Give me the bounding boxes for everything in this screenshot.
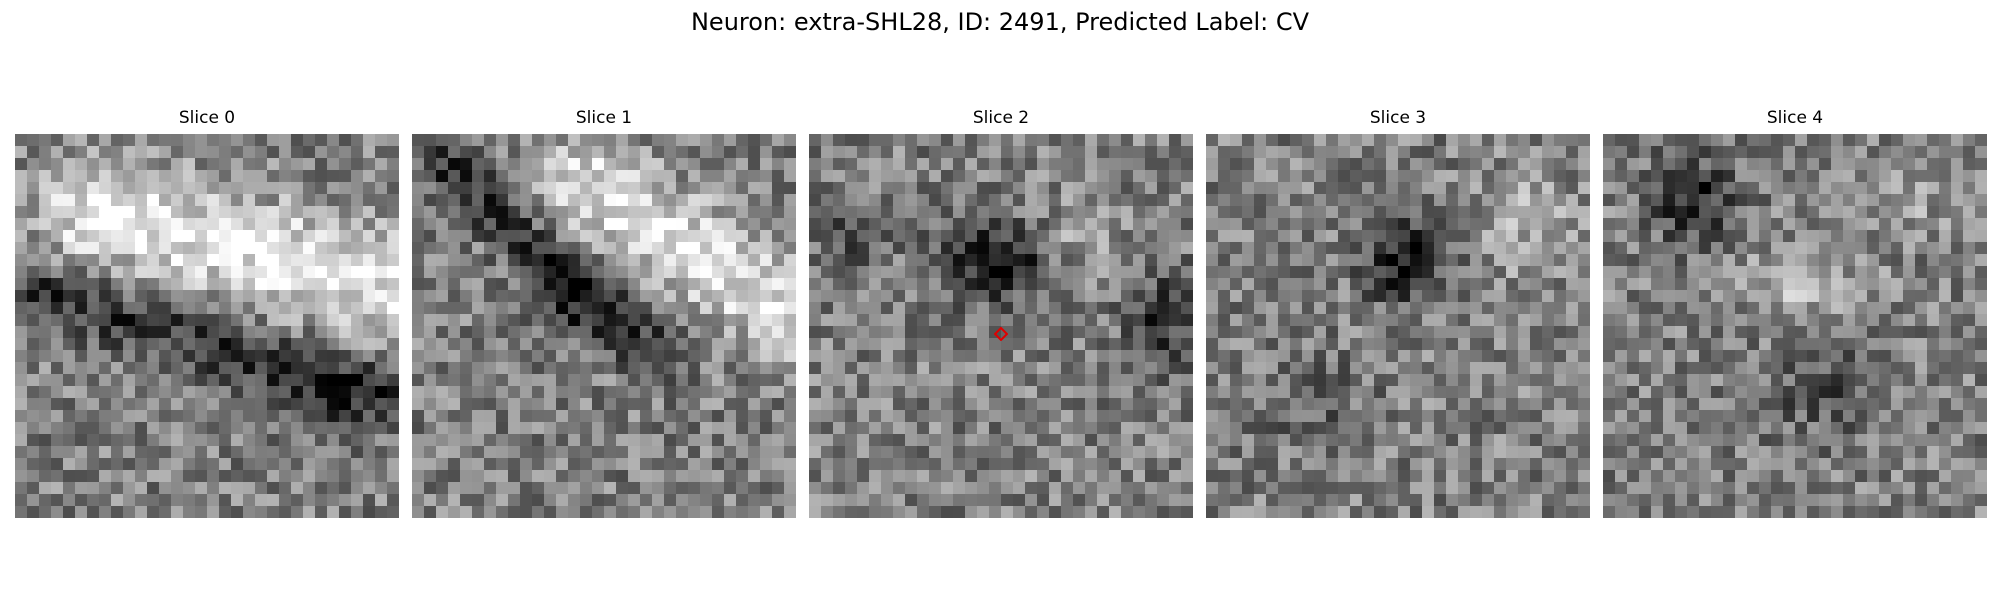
slice-image-4: [1603, 134, 1987, 518]
slice-title-1: Slice 1: [575, 108, 633, 128]
center-marker-icon: [994, 327, 1008, 341]
slice-image-0: [15, 134, 399, 518]
slice-image-2: [809, 134, 1193, 518]
slice-title-0: Slice 0: [178, 108, 236, 128]
slice-title-3: Slice 3: [1369, 108, 1427, 128]
slice-title-2: Slice 2: [972, 108, 1030, 128]
slice-title-4: Slice 4: [1766, 108, 1824, 128]
slice-image-1: [412, 134, 796, 518]
figure-title: Neuron: extra-SHL28, ID: 2491, Predicted…: [690, 8, 1310, 36]
slice-image-3: [1206, 134, 1590, 518]
